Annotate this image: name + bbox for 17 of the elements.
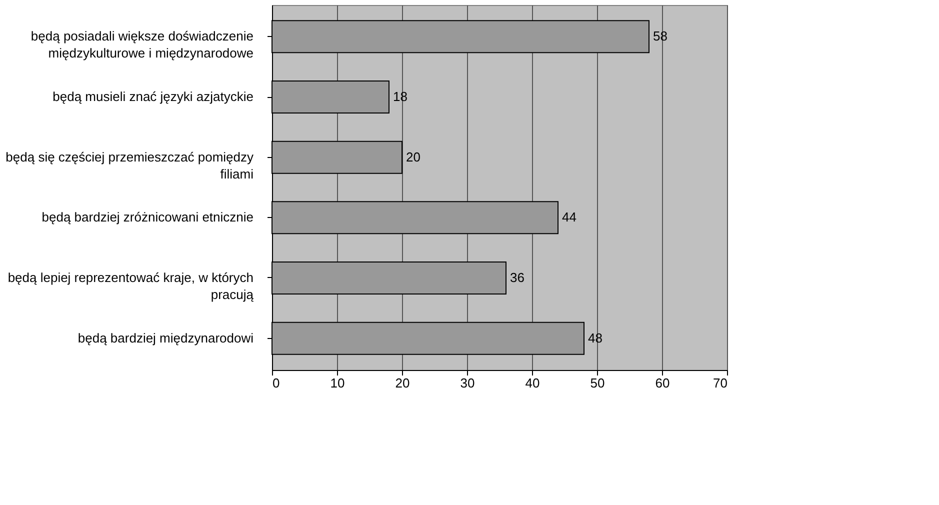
x-tick-label: 10 — [330, 376, 345, 390]
x-tick-label: 0 — [272, 376, 280, 390]
y-tick-label: będą musieli znać języki azjatyckie — [52, 89, 254, 104]
x-tick-label: 60 — [655, 376, 670, 390]
x-tick-label: 70 — [713, 376, 728, 390]
data-label: 20 — [406, 149, 420, 164]
x-tick-label: 40 — [525, 376, 540, 390]
y-tick-label: będą bardziej międzynarodowi — [78, 330, 254, 346]
y-tick-label: będą bardziej zróżnicowani etnicznie — [42, 210, 254, 225]
data-label: 36 — [510, 270, 524, 285]
x-tick-label: 30 — [460, 376, 475, 390]
x-tick-label: 50 — [590, 376, 605, 390]
y-tick-label: będą lepiej reprezentować kraje, w których pracują — [8, 270, 254, 302]
y-tick-label: będą się częściej przemieszczać pomiędzy filiami — [6, 149, 254, 182]
data-label: 44 — [562, 210, 576, 225]
y-tick-label: będą posiadali większe doświadczenie międzykulturowe i międzynarodowe — [30, 28, 254, 61]
x-tick-label: 20 — [395, 376, 410, 390]
